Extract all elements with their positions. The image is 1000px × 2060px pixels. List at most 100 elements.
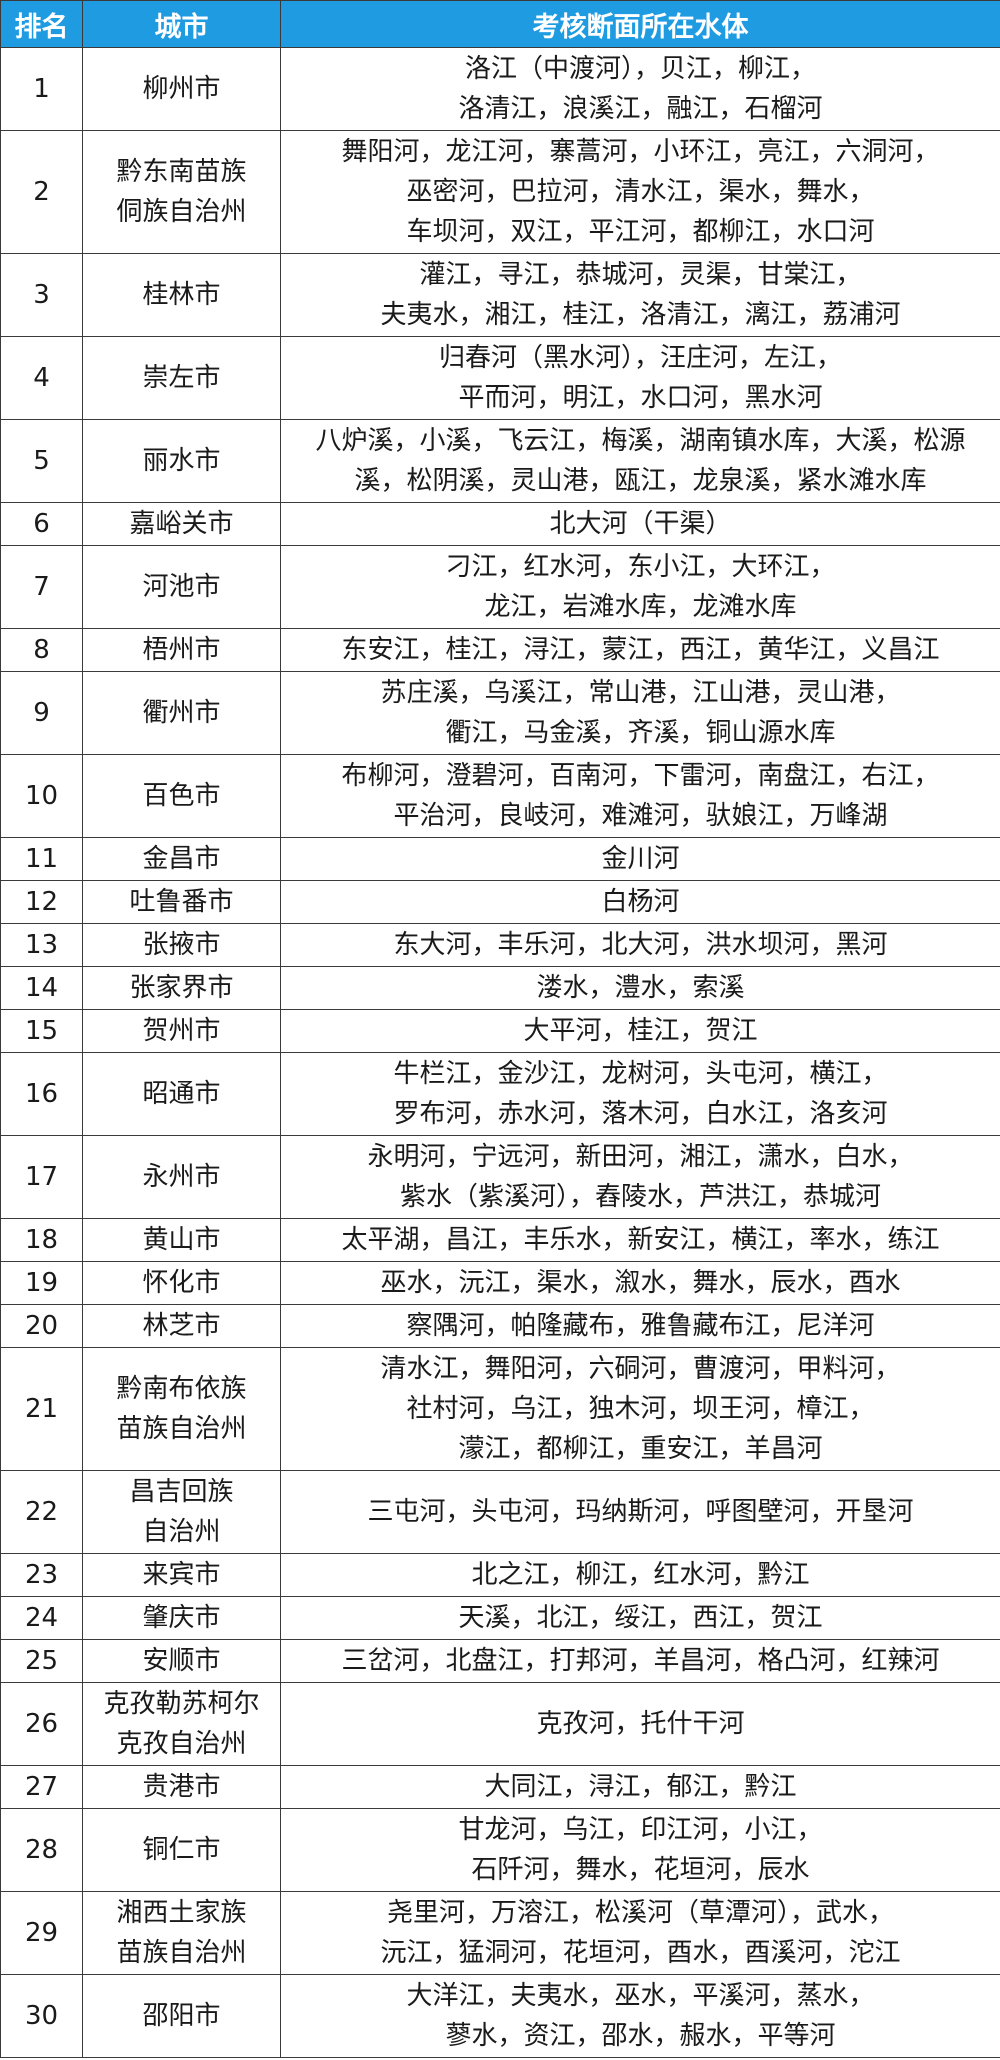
- waters-line: 金川河: [601, 844, 680, 874]
- waters-line: 平治河，良岐河，难滩河，驮娘江，万峰湖: [393, 801, 888, 831]
- city-cell: 张家界市: [82, 966, 281, 1010]
- waters-cell: 舞阳河，龙江河，寨蒿河，小环江，亮江，六洞河， 巫密河，巴拉河，清水江，渠水，舞水…: [280, 130, 1000, 254]
- waters-cell: 刁江，红水河，东小江，大环江， 龙江，岩滩水库，龙滩水库: [280, 545, 1000, 629]
- waters-cell: 牛栏江，金沙江，龙树河，头屯河，横江， 罗布河，赤水河，落木河，白水江，洛亥河: [280, 1052, 1000, 1136]
- city-cell: 黄山市: [82, 1218, 281, 1262]
- waters-line: 溇水，澧水，索溪: [536, 973, 745, 1003]
- waters-cell: 三岔河，北盘江，打邦河，羊昌河，格凸河，红辣河: [280, 1639, 1000, 1683]
- rank-cell: 7: [0, 545, 83, 629]
- city-line: 嘉峪关市: [129, 509, 234, 539]
- waters-cell: 太平湖，昌江，丰乐水，新安江，横江，率水，练江: [280, 1218, 1000, 1262]
- waters-cell: 北之江，柳江，红水河，黔江: [280, 1553, 1000, 1597]
- waters-line: 罗布河，赤水河，落木河，白水江，洛亥河: [393, 1099, 888, 1129]
- waters-cell: 大平河，桂江，贺江: [280, 1009, 1000, 1053]
- city-cell: 湘西土家族苗族自治州: [82, 1891, 281, 1975]
- table-row: 15 贺州市 大平河，桂江，贺江: [0, 1009, 1000, 1053]
- waters-line: 永明河，宁远河，新田河，湘江，潇水，白水，: [367, 1142, 914, 1172]
- table-row: 30 邵阳市 大洋江，夫夷水，巫水，平溪河，蒸水， 蓼水，资江，邵水，赧水，平等河: [0, 1974, 1000, 2058]
- table-row: 23 来宾市 北之江，柳江，红水河，黔江: [0, 1553, 1000, 1597]
- city-line: 安顺市: [142, 1646, 221, 1676]
- city-line: 铜仁市: [142, 1835, 221, 1865]
- table-row: 7 河池市 刁江，红水河，东小江，大环江， 龙江，岩滩水库，龙滩水库: [0, 545, 1000, 629]
- city-line: 黔东南苗族: [116, 157, 247, 187]
- city-line: 怀化市: [142, 1268, 221, 1298]
- rank-cell: 15: [0, 1009, 83, 1053]
- city-cell: 安顺市: [82, 1639, 281, 1683]
- table-row: 29 湘西土家族 苗族自治州 尧里河，万溶江，松溪河（草潭河），武水， 沅江，猛洞河，花…: [0, 1891, 1000, 1975]
- city-cell: 崇左市: [82, 336, 281, 420]
- waters-cell: 三屯河，头屯河，玛纳斯河，呼图壁河，开垦河: [280, 1470, 1000, 1554]
- waters-line: 车坝河，双江，平江河，都柳江，水口河: [406, 217, 875, 247]
- waters-line: 巫密河，巴拉河，清水江，渠水，舞水，: [406, 177, 875, 207]
- waters-line: 巫水，沅江，渠水，溆水，舞水，辰水，酉水: [380, 1268, 901, 1298]
- city-line: 苗族自治州: [116, 1414, 247, 1444]
- waters-line: 白杨河: [601, 887, 680, 917]
- city-line: 柳州市: [142, 74, 221, 104]
- waters-line: 平而河，明江，水口河，黑水河: [458, 383, 823, 413]
- waters-line: 布柳河，澄碧河，百南河，下雷河，南盘江，右江，: [341, 761, 940, 791]
- table-row: 5 丽水市 八炉溪，小溪，飞云江，梅溪，湖南镇水库，大溪，松源 溪，松阴溪，灵山港，瓯…: [0, 419, 1000, 503]
- city-line: 湘西土家族: [116, 1898, 247, 1928]
- city-line: 苗族自治州: [116, 1938, 247, 1968]
- waters-cell: 察隅河，帕隆藏布，雅鲁藏布江，尼洋河: [280, 1304, 1000, 1348]
- table-row: 1 柳州市 洛江（中渡河），贝江，柳江， 洛清江，浪溪江，融江，石榴河: [0, 47, 1000, 131]
- waters-line: 洛江（中渡河），贝江，柳江，: [464, 54, 816, 84]
- rank-cell: 12: [0, 880, 83, 924]
- city-cell: 怀化市: [82, 1261, 281, 1305]
- city-cell: 嘉峪关市: [82, 502, 281, 546]
- waters-cell: 东安江，桂江，浔江，蒙江，西江，黄华江，义昌江: [280, 628, 1000, 672]
- city-line: 吐鲁番市: [129, 887, 234, 917]
- waters-cell: 溇水，澧水，索溪: [280, 966, 1000, 1010]
- waters-line: 太平湖，昌江，丰乐水，新安江，横江，率水，练江: [341, 1225, 940, 1255]
- waters-line: 东大河，丰乐河，北大河，洪水坝河，黑河: [393, 930, 888, 960]
- city-line: 崇左市: [142, 363, 221, 393]
- waters-line: 蓼水，资江，邵水，赧水，平等河: [445, 2021, 836, 2051]
- waters-line: 苏庄溪，乌溪江，常山港，江山港，灵山港，: [380, 678, 901, 708]
- waters-cell: 永明河，宁远河，新田河，湘江，潇水，白水， 紫水（紫溪河），舂陵水，芦洪江，恭城河: [280, 1135, 1000, 1219]
- waters-line: 舞阳河，龙江河，寨蒿河，小环江，亮江，六洞河，: [341, 137, 940, 167]
- waters-line: 濛江，都柳江，重安江，羊昌河: [458, 1434, 823, 1464]
- city-line: 昭通市: [142, 1079, 221, 1109]
- waters-cell: 巫水，沅江，渠水，溆水，舞水，辰水，酉水: [280, 1261, 1000, 1305]
- city-line: 丽水市: [142, 446, 221, 476]
- rank-cell: 17: [0, 1135, 83, 1219]
- table-row: 13 张掖市 东大河，丰乐河，北大河，洪水坝河，黑河: [0, 923, 1000, 967]
- table-row: 16 昭通市 牛栏江，金沙江，龙树河，头屯河，横江， 罗布河，赤水河，落木河，白水江，…: [0, 1052, 1000, 1136]
- table-row: 18 黄山市 太平湖，昌江，丰乐水，新安江，横江，率水，练江: [0, 1218, 1000, 1262]
- rank-cell: 2: [0, 130, 83, 254]
- waters-cell: 清水江，舞阳河，六硐河，曹渡河，甲料河， 社村河，乌江，独木河，坝王河，樟江， 濛江…: [280, 1347, 1000, 1471]
- city-cell: 林芝市: [82, 1304, 281, 1348]
- waters-line: 尧里河，万溶江，松溪河（草潭河），武水，: [386, 1898, 894, 1928]
- city-line: 黄山市: [142, 1225, 221, 1255]
- city-cell: 桂林市: [82, 253, 281, 337]
- city-line: 金昌市: [142, 844, 221, 874]
- waters-cell: 尧里河，万溶江，松溪河（草潭河），武水， 沅江，猛洞河，花垣河，酉水，酉溪河，沱江: [280, 1891, 1000, 1975]
- city-line: 河池市: [142, 572, 221, 602]
- table-row: 20 林芝市 察隅河，帕隆藏布，雅鲁藏布江，尼洋河: [0, 1304, 1000, 1348]
- rank-cell: 26: [0, 1682, 83, 1766]
- waters-line: 龙江，岩滩水库，龙滩水库: [484, 592, 797, 622]
- header-row: 排名 城市 考核断面所在水体: [0, 0, 1000, 48]
- city-cell: 来宾市: [82, 1553, 281, 1597]
- header-cell: 城市: [82, 0, 281, 48]
- city-cell: 肇庆市: [82, 1596, 281, 1640]
- city-line: 张家界市: [129, 973, 234, 1003]
- waters-line: 北之江，柳江，红水河，黔江: [471, 1560, 810, 1590]
- rank-cell: 29: [0, 1891, 83, 1975]
- rank-cell: 10: [0, 754, 83, 838]
- waters-line: 紫水（紫溪河），舂陵水，芦洪江，恭城河: [399, 1182, 881, 1212]
- rank-cell: 30: [0, 1974, 83, 2058]
- waters-cell: 金川河: [280, 837, 1000, 881]
- rank-cell: 14: [0, 966, 83, 1010]
- waters-cell: 归春河（黑水河），汪庄河，左江， 平而河，明江，水口河，黑水河: [280, 336, 1000, 420]
- table-row: 22 昌吉回族 自治州 三屯河，头屯河，玛纳斯河，呼图壁河，开垦河: [0, 1470, 1000, 1554]
- waters-cell: 大洋江，夫夷水，巫水，平溪河，蒸水， 蓼水，资江，邵水，赧水，平等河: [280, 1974, 1000, 2058]
- city-cell: 百色市: [82, 754, 281, 838]
- table-row: 27 贵港市 大同江，浔江，郁江，黔江: [0, 1765, 1000, 1809]
- table-row: 24 肇庆市 天溪，北江，绥江，西江，贺江: [0, 1596, 1000, 1640]
- city-cell: 铜仁市: [82, 1808, 281, 1892]
- city-cell: 金昌市: [82, 837, 281, 881]
- city-cell: 河池市: [82, 545, 281, 629]
- waters-line: 溪，松阴溪，灵山港，瓯江，龙泉溪，紧水滩水库: [354, 466, 927, 496]
